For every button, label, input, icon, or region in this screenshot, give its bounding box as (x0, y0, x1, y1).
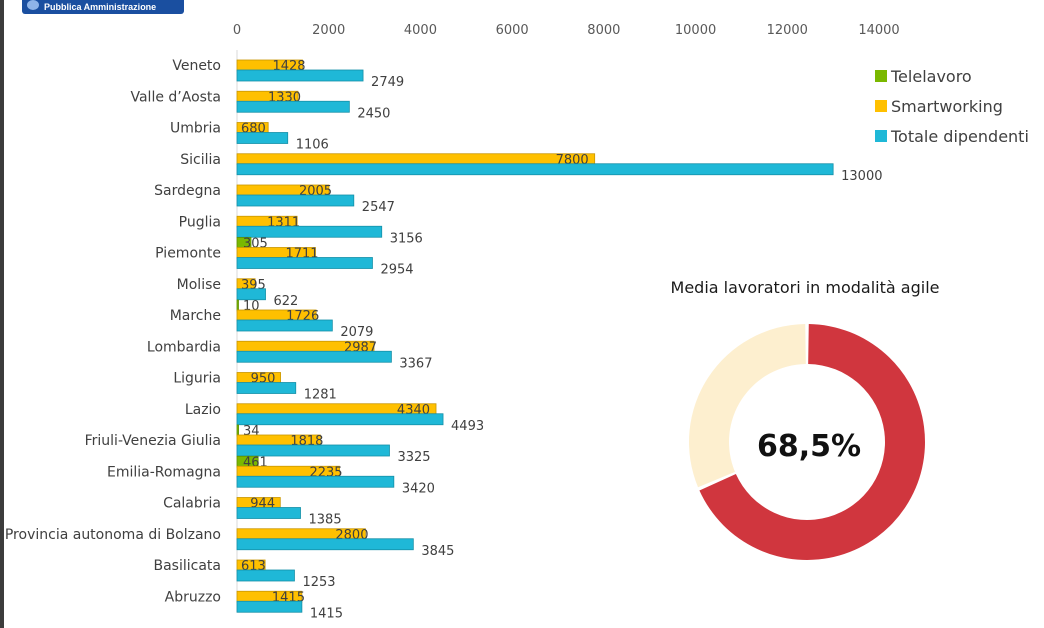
value-label: 622 (274, 294, 299, 309)
bar-telelavoro (236, 424, 239, 437)
value-label: 2079 (340, 325, 373, 340)
bar-totale-dipendenti (236, 225, 383, 238)
bar-totale-dipendenti (236, 100, 350, 113)
category-label: Piemonte (155, 246, 221, 262)
bar-totale-dipendenti (236, 319, 333, 332)
x-tick-label: 12000 (767, 23, 808, 38)
value-label: 4493 (451, 419, 484, 434)
legend-label: Totale dipendenti (890, 127, 1029, 146)
bar-totale-dipendenti (236, 288, 266, 301)
value-label: 1281 (304, 388, 337, 403)
bar-totale-dipendenti (236, 507, 301, 519)
bar-totale-dipendenti (236, 382, 297, 394)
value-label: 1415 (310, 606, 343, 621)
emblem-icon (27, 0, 39, 10)
legend-swatch (875, 130, 887, 142)
legend-swatch (875, 100, 887, 112)
bar-totale-dipendenti (236, 413, 444, 426)
category-label: Molise (177, 277, 221, 293)
bar-telelavoro (236, 299, 239, 312)
donut-slice (689, 324, 806, 488)
category-label: Umbria (170, 121, 221, 137)
x-tick-label: 2000 (312, 23, 345, 38)
category-label: Emilia-Romagna (107, 464, 221, 480)
donut-slices (689, 324, 925, 560)
bar-totale-dipendenti (236, 350, 392, 363)
bar-totale-dipendenti (236, 538, 414, 551)
value-label: 1253 (302, 575, 335, 590)
bar-totale-dipendenti (236, 257, 373, 269)
legend: Telelavoro Smartworking Totale dipendenti (875, 67, 1029, 146)
legend-swatch (875, 70, 887, 82)
value-label: 2450 (357, 106, 390, 121)
category-label: Friuli-Venezia Giulia (85, 433, 221, 449)
donut-slice (699, 324, 925, 560)
value-label: 2547 (362, 200, 395, 215)
bar-totale-dipendenti (236, 569, 295, 582)
value-label: 2954 (380, 263, 413, 278)
bar-smartworking (236, 153, 596, 166)
bar-totale-dipendenti (236, 194, 355, 207)
value-label: 3325 (397, 450, 430, 465)
x-tick-label: 4000 (404, 23, 437, 38)
value-label: 3156 (390, 231, 423, 246)
category-label: Sicilia (180, 152, 221, 168)
category-label: Puglia (179, 214, 221, 230)
legend-label: Smartworking (891, 97, 1003, 116)
x-tick-label: 0 (233, 23, 241, 38)
value-label: 1385 (309, 513, 342, 528)
category-label: Abruzzo (165, 589, 221, 605)
category-label: Lazio (185, 402, 221, 418)
x-tick-label: 14000 (858, 23, 899, 38)
bar-totale-dipendenti (236, 163, 834, 176)
category-label: Valle d’Aosta (130, 89, 221, 105)
value-label: 3367 (399, 356, 432, 371)
bar-totale-dipendenti (236, 475, 395, 488)
bar-chart: 0 2000 4000 6000 8000 10000 12000 14000 Veneto 14… (5, 23, 900, 621)
bar-totale-dipendenti (236, 132, 289, 144)
category-label: Calabria (163, 496, 221, 512)
category-label: Veneto (172, 58, 221, 74)
bar-totale-dipendenti (236, 600, 303, 613)
donut-title: Media lavoratori in modalità agile (671, 278, 940, 297)
value-label: 13000 (841, 169, 882, 184)
category-label: Lombardia (147, 339, 221, 355)
donut-chart: Media lavoratori in modalità agile 68,5% (671, 278, 940, 560)
bar-totale-dipendenti (236, 444, 390, 457)
category-label: Provincia autonoma di Bolzano (5, 527, 221, 543)
value-label: 2749 (371, 75, 404, 90)
bar-totale-dipendenti (236, 69, 364, 82)
donut-center-label: 68,5% (757, 429, 861, 464)
x-tick-label: 8000 (587, 23, 620, 38)
category-label: Marche (170, 308, 221, 324)
window-edge (0, 0, 4, 628)
value-label: 3845 (421, 544, 454, 559)
category-label: Liguria (173, 371, 221, 387)
value-label: 1106 (296, 138, 329, 153)
x-tick-label: 6000 (496, 23, 529, 38)
category-label: Basilicata (154, 558, 222, 574)
logo: Pubblica Amministrazione (22, 0, 184, 14)
x-tick-label: 10000 (675, 23, 716, 38)
logo-text: Pubblica Amministrazione (44, 2, 157, 12)
legend-label: Telelavoro (890, 67, 972, 86)
category-label: Sardegna (154, 183, 221, 199)
value-label: 3420 (402, 481, 435, 496)
